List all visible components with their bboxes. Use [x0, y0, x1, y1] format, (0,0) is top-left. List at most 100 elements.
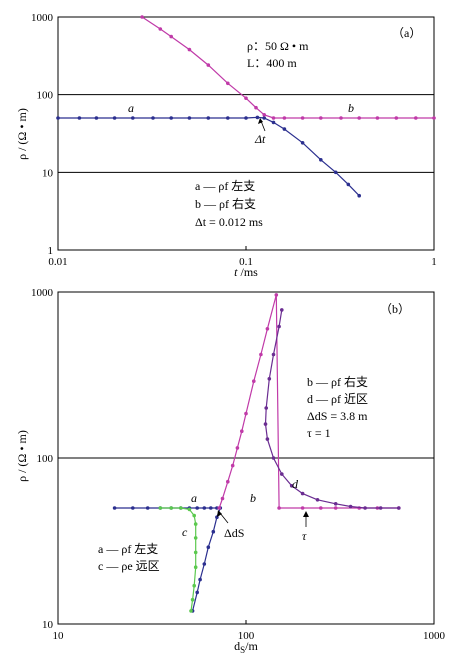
panel-b-legend-d: d — ρf 近区 [307, 392, 368, 406]
panel-b-label: （b） [380, 302, 410, 316]
panel-a-y-tick-label: 10 [42, 167, 54, 179]
panel-b-series-b-point [319, 506, 323, 510]
panel-b-series-b-point [240, 429, 244, 434]
panel-a-grid [58, 94, 434, 173]
panel-a-series-b-point [375, 116, 380, 120]
panel-b-series-b-point [244, 411, 248, 416]
panel-a-rho-label: ρ：50 Ω • m [247, 39, 309, 53]
panel-b-series-a-point [198, 577, 202, 582]
panel-b-series-b-point [235, 446, 240, 450]
panel-a-series-a-point [206, 116, 211, 120]
panel-b-y-tick-label: 1000 [31, 287, 54, 299]
panel-b-series-d-point [348, 504, 353, 509]
panel-a-curve-a-label: a [128, 101, 134, 115]
panel-b-series-c-point [193, 565, 198, 569]
panel-b-series-b-point [217, 506, 221, 510]
panel-b-series-b-point [333, 506, 338, 510]
panel-b-series-a-point [195, 590, 199, 595]
panel-b-series-a-point [202, 562, 207, 566]
panel-a-legend-dt: Δt = 0.012 ms [195, 215, 263, 229]
panel-b-series-c-point [187, 507, 192, 512]
panel-b-series-c-point [169, 506, 173, 510]
panel-b: 10 100 1000 10 100 1000 （b） dS/m ρ / (Ω • m)… [15, 287, 446, 655]
panel-b-series-b-line [218, 294, 399, 509]
panel-b-series-d-point [363, 506, 367, 510]
panel-b-series-d-point [397, 506, 401, 510]
panel-b-y-ticks: 10 100 1000 [31, 287, 54, 631]
panel-a-series-a-point [271, 120, 276, 125]
panel-b-series-a-point [112, 506, 117, 510]
panel-b-series-d-point [280, 308, 284, 312]
panel-b-series-c-point [193, 550, 198, 555]
panel-b-series-b-point [226, 479, 230, 484]
panel-b-series-d-point [280, 472, 284, 476]
panel-b-series-d-point [378, 506, 383, 510]
panel-b-legend-ds: ΔdS = 3.8 m [307, 409, 368, 423]
panel-a-series-b-point [158, 27, 163, 31]
panel-b-series-a-point [209, 506, 213, 510]
panel-b-series-b-point [274, 293, 279, 297]
panel-b-series-d-point [277, 324, 281, 329]
panel-a-series-a-point [357, 193, 362, 198]
panel-a-x-ticks: 0.01 0.1 1 [48, 246, 437, 268]
panel-b-legend-a: a — ρf 左支 [98, 541, 158, 556]
panel-b-series-b-point [259, 352, 263, 357]
panel-a-series-a-point [282, 127, 287, 131]
panel-a-series [56, 15, 436, 198]
panel-b-ylabel: ρ / (Ω • m) [15, 430, 29, 482]
panel-b-series-c-point [158, 506, 163, 510]
panel-a-legend-b: b — ρf 右支 [195, 196, 256, 211]
panel-a-delta-label: Δt [254, 132, 266, 146]
panel-b-series-d-point [267, 377, 272, 381]
panel-b-series-c-point [193, 522, 198, 526]
panel-b-series-d-point [271, 456, 276, 460]
panel-b-series-b-point [300, 506, 305, 510]
panel-b-series-c-point [192, 583, 196, 588]
panel-b-delta-arrow [219, 512, 229, 524]
panel-b-series-b-point [252, 379, 256, 384]
panel-b-series-a-point [211, 529, 216, 534]
panel-b-curve-a-label: a [191, 491, 197, 505]
panel-a-ylabel: ρ / (Ω • m) [15, 108, 29, 160]
panel-b-series-c-point [190, 597, 195, 602]
panel-a-series-b-point [187, 47, 192, 52]
panel-b-legend-c: c — ρe 远区 [98, 559, 160, 573]
panel-b-series-d-point [265, 437, 270, 441]
panel-a-series-b-point [357, 116, 362, 120]
panel-a-x-tick-label: 0.01 [48, 256, 67, 268]
panel-a-series-a-point [131, 116, 135, 120]
panel-b-series-c-point [192, 513, 196, 518]
panel-b-series-a-point [202, 506, 207, 510]
panel-b-series-b-point [277, 506, 281, 510]
panel-a-series-b-point [254, 105, 258, 110]
panel-b-series [112, 293, 401, 613]
panel-b-y-tick-label: 10 [42, 619, 54, 631]
panel-a-series-a-point [56, 116, 60, 120]
panel-b-series-d-point [300, 491, 305, 496]
panel-b-series-a-point [195, 506, 199, 510]
panel-a-series-a-point [77, 116, 82, 120]
panel-b-x-ticks: 10 100 1000 [53, 620, 446, 642]
panel-b-series-a-point [145, 506, 150, 510]
panel-a-series-b-point [271, 116, 276, 120]
panel-a-series-b-point [414, 116, 418, 120]
panel-a-series-b-point [300, 116, 305, 120]
panel-b-x-tick-label: 100 [238, 630, 255, 642]
panel-a-series-a-point [94, 116, 99, 120]
panel-b-delta-label: ΔdS [224, 526, 244, 540]
panel-b-series-c-point [193, 536, 198, 540]
panel-a-series-a-point [346, 182, 351, 187]
panel-b-series-b-point [265, 327, 270, 331]
panel-a-series-a-point [244, 116, 248, 120]
panel-b-series-d-point [264, 406, 269, 410]
panel-a-series-a-point [151, 116, 155, 120]
panel-b-series-d-point [315, 498, 320, 502]
panel-a-series-a-point [333, 170, 338, 175]
panel-a-x-tick-label: 1 [431, 256, 437, 268]
panel-b-series-d-point [289, 484, 294, 488]
panel-a-legend-a: a — ρf 左支 [195, 178, 255, 193]
panel-b-legend-b: b — ρf 右支 [307, 374, 368, 389]
panel-a-series-b-point [169, 34, 173, 39]
panel-b-xlabel: dS/m [234, 639, 258, 655]
